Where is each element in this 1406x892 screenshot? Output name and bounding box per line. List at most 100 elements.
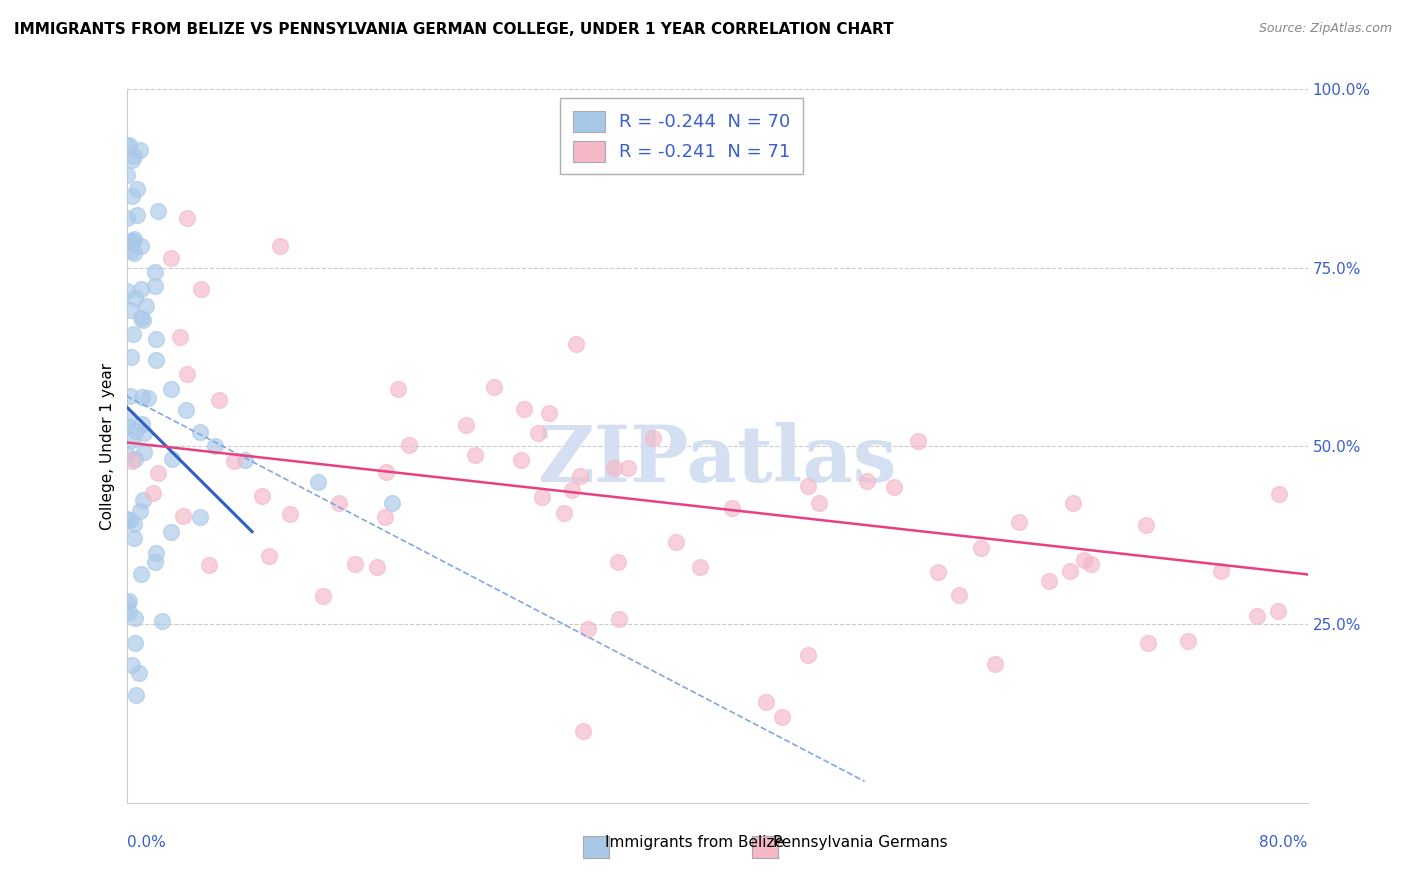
Point: [190, 282, 212, 296]
Point: [118, 137, 141, 152]
Point: [169, 330, 191, 344]
Point: [665, 535, 688, 549]
Point: [513, 402, 536, 417]
Point: [526, 426, 548, 441]
Point: [856, 474, 879, 488]
Point: [121, 658, 143, 673]
Point: [568, 468, 591, 483]
Point: [159, 382, 183, 396]
Point: [121, 234, 143, 248]
Point: [135, 299, 157, 313]
Point: [120, 244, 142, 259]
Point: [797, 479, 820, 493]
Point: [571, 724, 593, 739]
Point: [120, 389, 142, 403]
Point: [122, 246, 145, 260]
Point: [366, 560, 388, 574]
Point: [269, 239, 291, 253]
Point: [1080, 558, 1102, 572]
Point: [118, 512, 141, 526]
Point: [387, 382, 409, 396]
Point: [927, 565, 949, 579]
Point: [224, 454, 246, 468]
Point: [115, 596, 138, 610]
Point: [197, 558, 219, 573]
Text: 0.0%: 0.0%: [127, 836, 166, 850]
Point: [129, 282, 153, 296]
Point: [398, 438, 420, 452]
Point: [374, 509, 396, 524]
Point: [1073, 553, 1095, 567]
Point: [1136, 636, 1159, 650]
Y-axis label: College, Under 1 year: College, Under 1 year: [100, 362, 115, 530]
Point: [307, 475, 329, 489]
Point: [118, 594, 141, 608]
Point: [1059, 564, 1081, 578]
Point: [561, 483, 583, 497]
Point: [145, 332, 167, 346]
Point: [907, 434, 929, 449]
Point: [602, 461, 624, 475]
Point: [146, 204, 169, 219]
Point: [125, 182, 148, 196]
Point: [124, 636, 146, 650]
Point: [970, 541, 993, 555]
Point: [720, 500, 742, 515]
Point: [553, 507, 575, 521]
Point: [131, 312, 153, 326]
Point: [482, 380, 505, 394]
Point: [128, 665, 150, 680]
Point: [176, 367, 198, 381]
Point: [120, 351, 142, 365]
Point: [121, 189, 143, 203]
Point: [143, 555, 166, 569]
Point: [510, 452, 533, 467]
Point: [121, 454, 143, 468]
Point: [117, 284, 139, 298]
Point: [607, 612, 630, 626]
Point: [121, 433, 143, 447]
Point: [948, 588, 970, 602]
Point: [117, 512, 139, 526]
Point: [124, 291, 146, 305]
Point: [142, 486, 165, 500]
Point: [174, 403, 197, 417]
Point: [311, 590, 333, 604]
Point: [122, 531, 145, 545]
Point: [204, 439, 226, 453]
Point: [278, 507, 301, 521]
Point: [115, 211, 138, 225]
Point: [124, 688, 146, 702]
Text: Pennsylvania Germans: Pennsylvania Germans: [773, 836, 948, 850]
Point: [131, 390, 153, 404]
Point: [374, 466, 396, 480]
Point: [129, 144, 152, 158]
Point: [117, 448, 139, 462]
Point: [160, 451, 183, 466]
Point: [252, 489, 274, 503]
Point: [146, 467, 169, 481]
Point: [129, 239, 153, 253]
Point: [328, 495, 350, 509]
Point: [883, 480, 905, 494]
Point: [115, 168, 138, 182]
Point: [132, 492, 155, 507]
Point: [125, 425, 148, 439]
Point: [1038, 574, 1060, 589]
Point: [1268, 487, 1291, 501]
Point: [122, 517, 145, 532]
Point: [454, 418, 477, 433]
Text: 80.0%: 80.0%: [1260, 836, 1308, 850]
Point: [233, 453, 256, 467]
Point: [755, 695, 778, 709]
Point: [344, 557, 367, 571]
Point: [984, 657, 1007, 671]
Point: [115, 419, 138, 434]
Point: [1062, 496, 1084, 510]
Point: [159, 524, 183, 539]
Point: [689, 560, 711, 574]
Point: [176, 211, 198, 225]
Point: [159, 252, 181, 266]
Point: [1135, 517, 1157, 532]
Point: [616, 460, 638, 475]
